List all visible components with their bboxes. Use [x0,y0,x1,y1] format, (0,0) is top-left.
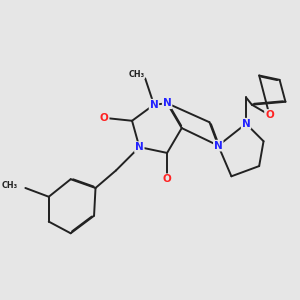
Text: CH₃: CH₃ [1,181,17,190]
Text: O: O [265,110,274,120]
Text: N: N [135,142,144,152]
Text: O: O [100,113,109,123]
Text: N: N [150,100,158,110]
Text: CH₃: CH₃ [128,70,145,79]
Text: N: N [163,98,172,108]
Text: O: O [163,174,172,184]
Text: N: N [242,119,250,129]
Text: N: N [214,141,223,151]
